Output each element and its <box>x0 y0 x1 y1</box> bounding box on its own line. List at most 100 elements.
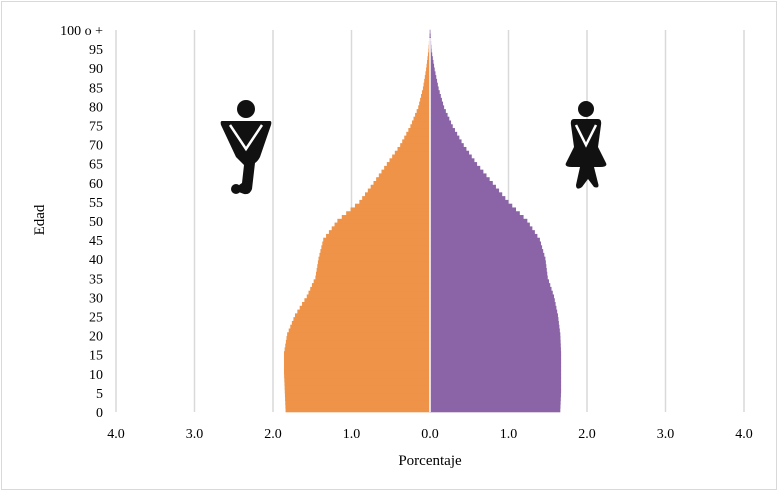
bar-left-age-71 <box>402 139 430 144</box>
y-tick-label-14: 70 <box>89 139 103 154</box>
bar-right-age-55 <box>430 199 509 205</box>
bar-right-age-59 <box>430 184 496 190</box>
bar-right-age-94 <box>430 52 433 57</box>
bar-left-age-75 <box>410 124 430 129</box>
x-tick-label-4: 0.0 <box>421 427 439 442</box>
bar-left-age-99 <box>429 33 430 38</box>
bar-right-age-35 <box>430 275 548 280</box>
bar-left-age-95 <box>428 48 430 53</box>
bar-right-age-60 <box>430 180 493 186</box>
bar-right-age-28 <box>430 302 556 307</box>
y-tick-label-0: 0 <box>96 406 103 421</box>
bar-right-age-65 <box>430 162 478 167</box>
bar-left-age-18 <box>285 339 430 345</box>
bar-left-age-85 <box>422 86 430 91</box>
bar-left-age-44 <box>322 241 430 246</box>
bar-right-age-43 <box>430 245 543 250</box>
bar-right-age-15 <box>430 351 562 356</box>
y-axis-title: Edad <box>32 204 48 235</box>
bar-right-age-1 <box>430 404 561 409</box>
x-tick-label-7: 3.0 <box>657 427 675 442</box>
bar-right-age-24 <box>430 317 559 322</box>
bar-left-age-19 <box>286 336 430 341</box>
bar-left-age-67 <box>392 154 430 159</box>
x-tick-label-6: 2.0 <box>578 427 596 442</box>
bar-left-age-55 <box>359 199 430 205</box>
bar-right-age-64 <box>430 165 481 171</box>
bar-right-age-21 <box>430 328 560 333</box>
bar-right-age-70 <box>430 143 464 148</box>
bar-right-age-53 <box>430 207 517 212</box>
bar-left-age-14 <box>283 354 430 360</box>
bar-right-age-92 <box>430 59 434 65</box>
x-axis-title: Porcentaje <box>398 453 462 469</box>
y-tick-label-3: 15 <box>89 349 103 364</box>
bar-right-age-71 <box>430 139 462 144</box>
bar-left-age-61 <box>376 177 430 182</box>
bar-right-age-48 <box>430 226 533 231</box>
bar-left-age-20 <box>287 332 430 337</box>
bar-left-age-2 <box>285 400 430 405</box>
bar-right-age-84 <box>430 90 440 95</box>
bar-right-age-14 <box>430 354 562 360</box>
bar-left-age-17 <box>285 343 430 349</box>
bar-right-age-7 <box>430 381 562 386</box>
bar-right-age-34 <box>430 279 550 284</box>
bar-left-age-26 <box>297 309 430 314</box>
bar-left-age-60 <box>373 180 430 186</box>
y-tick-label-19: 95 <box>89 43 103 58</box>
bar-left-age-4 <box>284 392 430 398</box>
bar-right-age-49 <box>430 222 530 227</box>
bar-right-age-8 <box>430 377 562 383</box>
bar-left-age-35 <box>315 275 430 280</box>
bar-right-age-26 <box>430 309 558 314</box>
bar-left-age-64 <box>384 165 430 171</box>
y-tick-label-17: 85 <box>89 81 103 96</box>
bar-right-age-36 <box>430 271 548 277</box>
bar-right-age-3 <box>430 396 561 401</box>
y-tick-label-4: 20 <box>89 330 103 345</box>
bar-left-age-41 <box>319 252 430 258</box>
bar-left-age-74 <box>408 128 430 133</box>
bar-left-age-63 <box>381 169 430 175</box>
bar-right-age-67 <box>430 154 472 159</box>
bar-right-age-11 <box>430 366 562 371</box>
y-tick-label-16: 80 <box>89 100 103 115</box>
x-tick-labels: 4.0 3.0 2.0 1.0 0.0 1.0 2.0 3.0 4.0 <box>107 427 753 442</box>
bar-right-age-66 <box>430 158 475 163</box>
bar-left-age-59 <box>370 184 430 190</box>
bar-left-age-89 <box>425 71 430 76</box>
bar-right-age-19 <box>430 336 561 341</box>
bar-left-age-29 <box>304 298 430 303</box>
bar-right-age-6 <box>430 385 562 390</box>
y-tick-label-6: 30 <box>89 291 103 306</box>
bar-left-age-53 <box>350 207 430 212</box>
bar-left-age-40 <box>318 256 430 262</box>
bar-right-age-12 <box>430 362 562 367</box>
bar-left-age-65 <box>386 162 430 167</box>
bar-right-age-86 <box>430 82 438 88</box>
bar-left-age-12 <box>283 362 430 367</box>
bar-right-age-50 <box>430 218 528 224</box>
bar-left-age-0 <box>285 407 430 413</box>
bar-left-age-42 <box>320 249 430 254</box>
bar-right-age-38 <box>430 264 547 269</box>
bar-left-age-77 <box>413 116 430 122</box>
bar-right-age-79 <box>430 109 446 114</box>
bar-left-age-50 <box>337 218 430 224</box>
bar-left-age-86 <box>423 82 430 88</box>
bar-left-age-94 <box>427 52 430 57</box>
bar-left-age-90 <box>426 67 430 72</box>
bar-right-age-99 <box>430 33 431 38</box>
bar-right-age-18 <box>430 339 561 345</box>
bar-left-age-11 <box>283 366 430 371</box>
bar-right-age-31 <box>430 290 553 296</box>
male-person-icon <box>220 100 272 195</box>
bar-right-age-16 <box>430 347 561 352</box>
bar-left-age-27 <box>299 305 430 311</box>
x-tick-label-1: 3.0 <box>186 427 204 442</box>
bar-left-age-8 <box>284 377 430 383</box>
bar-left-age-80 <box>418 105 430 110</box>
bar-right-age-68 <box>430 150 470 156</box>
